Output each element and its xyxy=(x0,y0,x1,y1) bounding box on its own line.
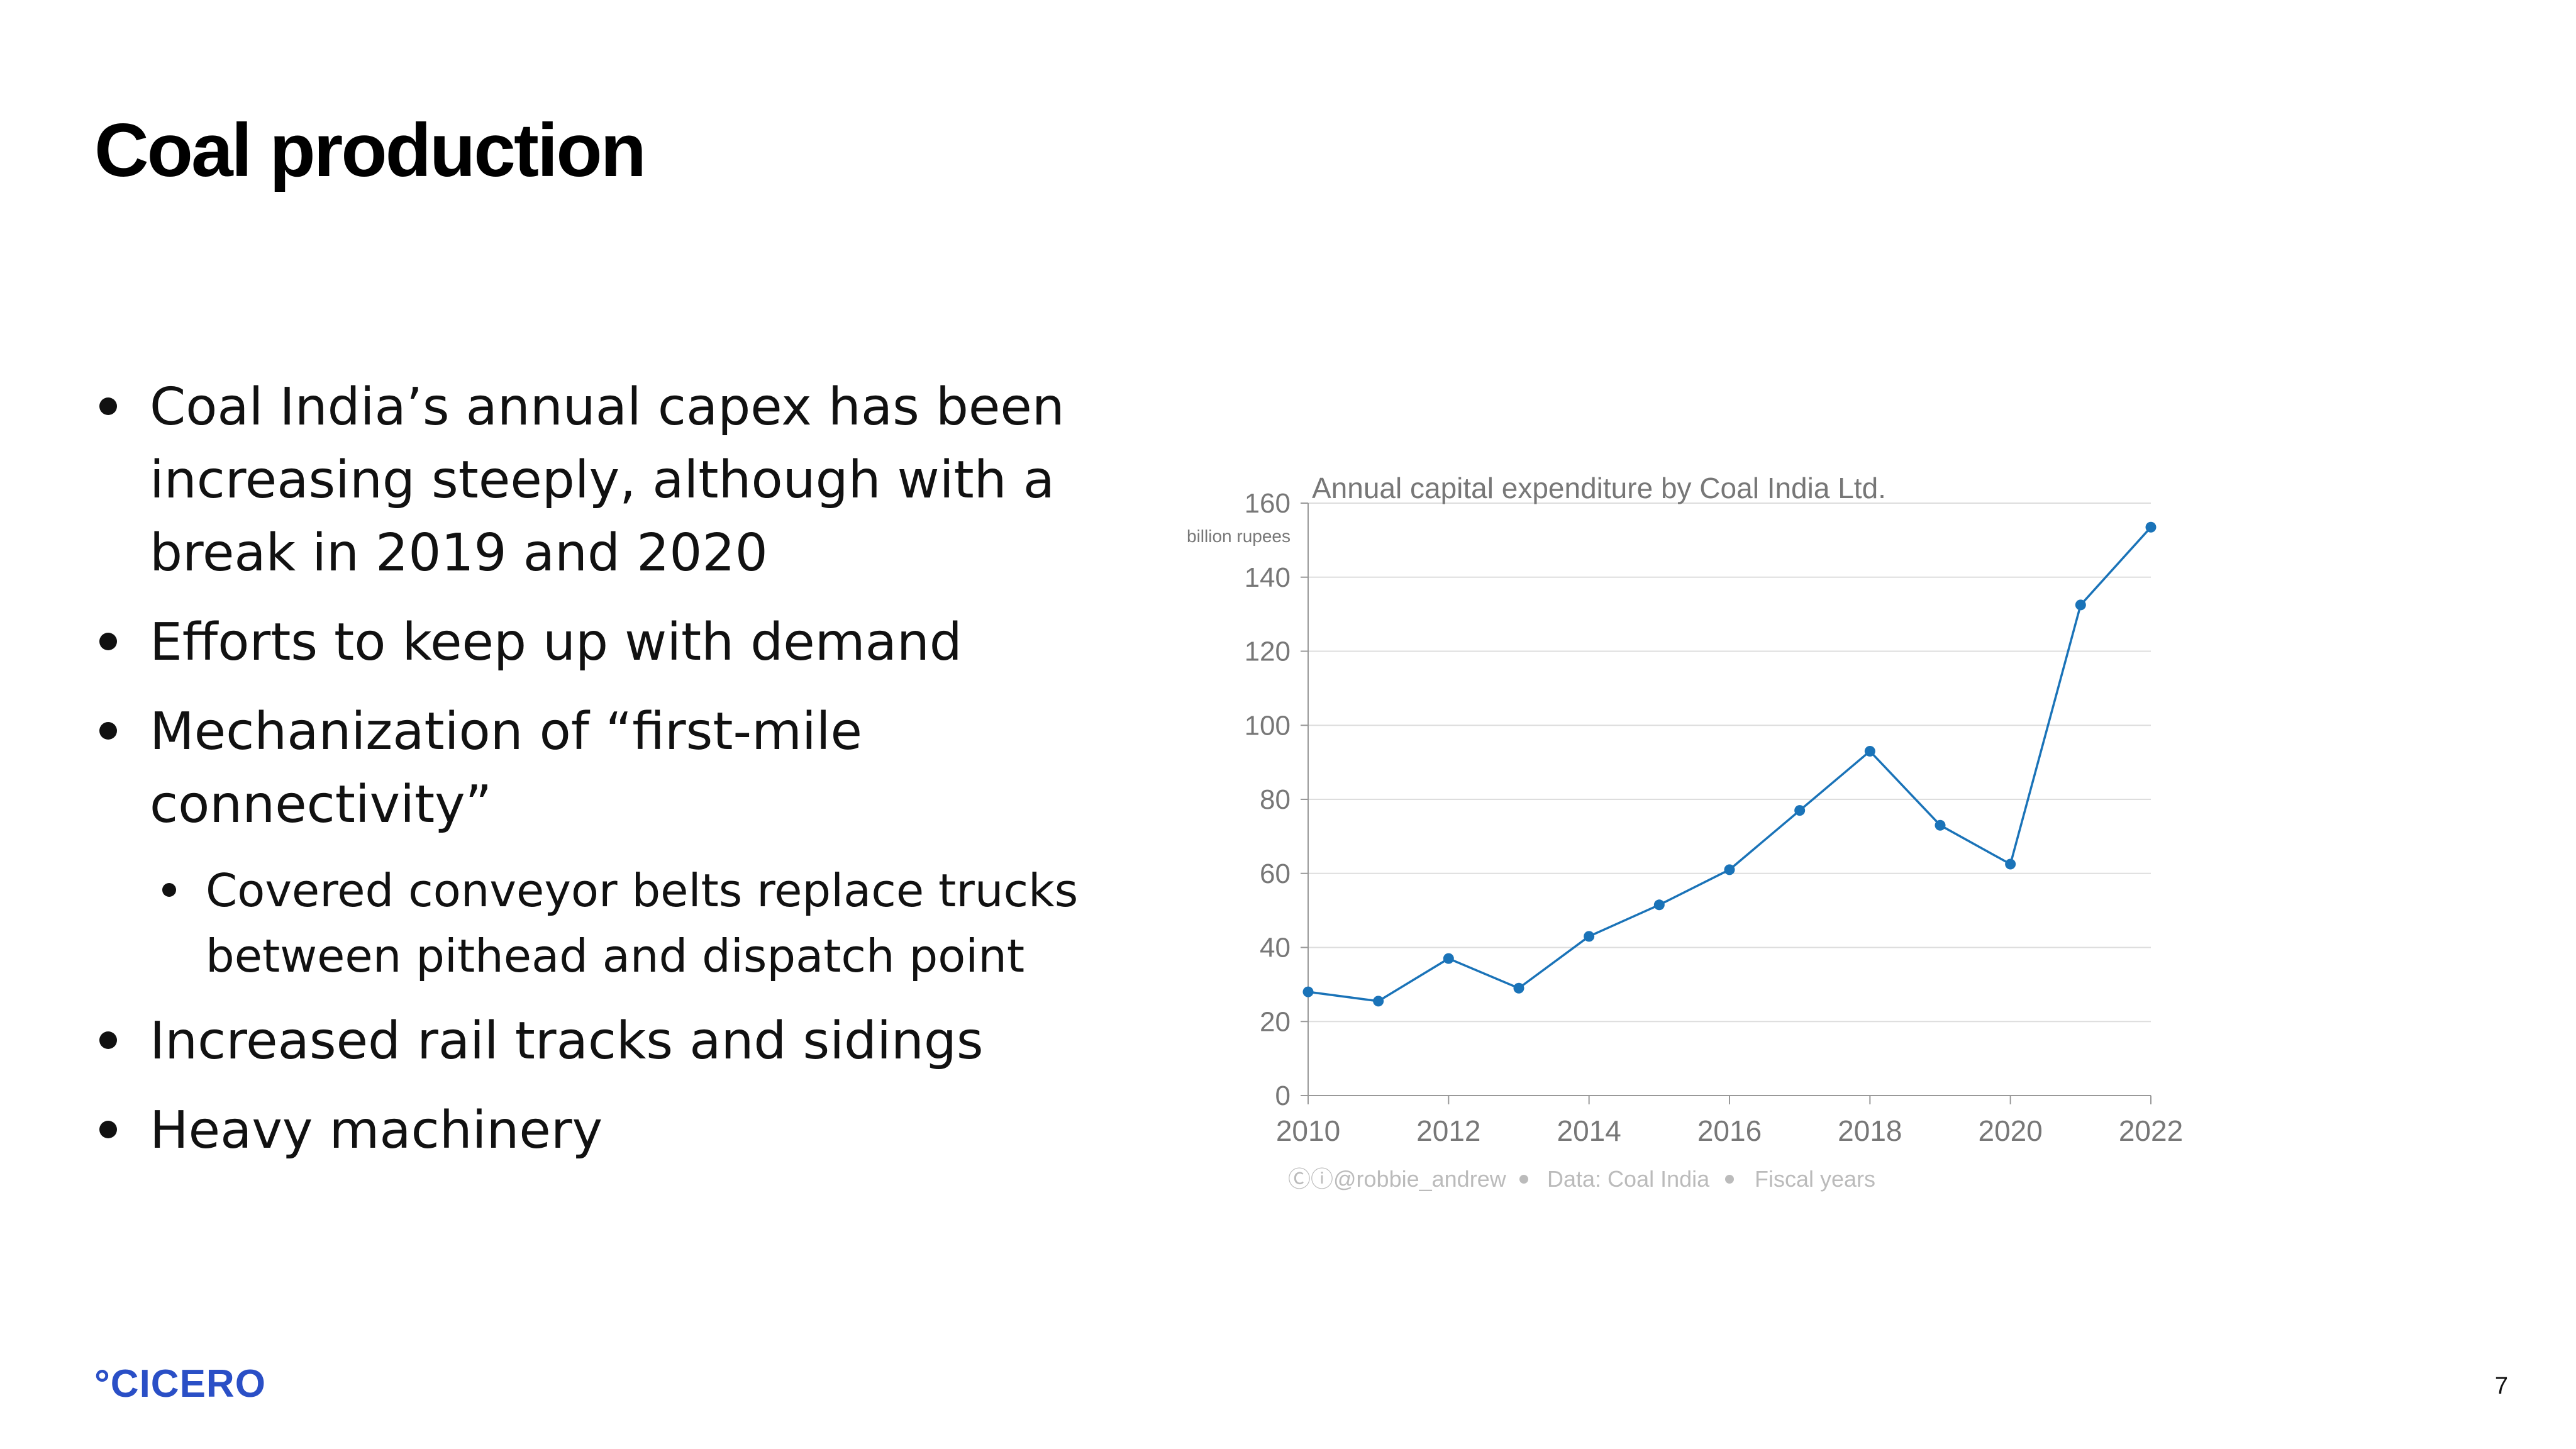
y-tick-label: 80 xyxy=(1260,784,1291,815)
x-tick-label: 2018 xyxy=(1838,1114,1902,1147)
y-tick-label: 20 xyxy=(1260,1006,1291,1037)
footer-separator-dot xyxy=(1519,1175,1528,1184)
note-text: Fiscal years xyxy=(1755,1166,1875,1192)
sub-bullet-item-conveyor: Covered conveyor belts replace trucks be… xyxy=(158,858,1113,989)
page-number: 7 xyxy=(2494,1373,2508,1399)
data-point xyxy=(2005,858,2016,870)
bullet-list: Coal India’s annual capex has been incre… xyxy=(94,371,1113,1184)
footer-separator-dot xyxy=(1725,1175,1734,1184)
capex-chart-svg: 0 20 40 60 80 100 120 140 160 2010 2012 2014 2016 201… xyxy=(1187,472,2183,1192)
data-point xyxy=(1513,982,1524,994)
y-tick-label: 60 xyxy=(1260,858,1291,889)
data-point xyxy=(1653,899,1665,911)
bullet-item-rail: Increased rail tracks and sidings xyxy=(94,1005,1113,1078)
chart-title: Annual capital expenditure by Coal India… xyxy=(1312,472,1886,504)
capex-chart: 0 20 40 60 80 100 120 140 160 2010 2012 2014 2016 201… xyxy=(1132,453,2201,1208)
data-point xyxy=(1864,745,1875,757)
x-tick-label: 2020 xyxy=(1978,1114,2042,1147)
bullet-item-machinery: Heavy machinery xyxy=(94,1094,1113,1167)
data-point xyxy=(1302,986,1314,997)
data-point xyxy=(1373,996,1384,1007)
x-tick-label: 2010 xyxy=(1276,1114,1340,1147)
y-tick-label: 0 xyxy=(1275,1080,1291,1111)
credit-text: Ⓒⓘ@robbie_andrew xyxy=(1288,1166,1507,1192)
y-tick-label: 140 xyxy=(1245,562,1291,593)
bullet-item-mechanization: Mechanization of “first-mile connectivit… xyxy=(94,696,1113,841)
data-point xyxy=(1935,819,1946,831)
data-point xyxy=(2145,521,2157,533)
x-tick-label: 2014 xyxy=(1557,1114,1621,1147)
x-tick-label: 2016 xyxy=(1697,1114,1762,1147)
data-point xyxy=(1724,864,1735,875)
y-tick-label: 120 xyxy=(1245,636,1291,667)
y-tick-label: 40 xyxy=(1260,933,1291,963)
data-point xyxy=(1443,953,1454,964)
source-text: Data: Coal India xyxy=(1547,1166,1710,1192)
y-tick-label: 100 xyxy=(1245,710,1291,741)
series-line xyxy=(1307,526,2152,1002)
data-point xyxy=(1584,931,1595,942)
x-tick-label: 2012 xyxy=(1416,1114,1480,1147)
page-title: Coal production xyxy=(94,108,647,192)
y-tick-label: 160 xyxy=(1245,488,1291,519)
bullet-item-demand: Efforts to keep up with demand xyxy=(94,606,1113,679)
y-axis-label: billion rupees xyxy=(1187,526,1291,546)
data-point xyxy=(2075,599,2086,611)
bullet-item-capex: Coal India’s annual capex has been incre… xyxy=(94,371,1113,590)
x-tick-label: 2022 xyxy=(2119,1114,2183,1147)
data-point xyxy=(1794,805,1806,816)
cicero-logo: °CICERO xyxy=(94,1362,266,1406)
